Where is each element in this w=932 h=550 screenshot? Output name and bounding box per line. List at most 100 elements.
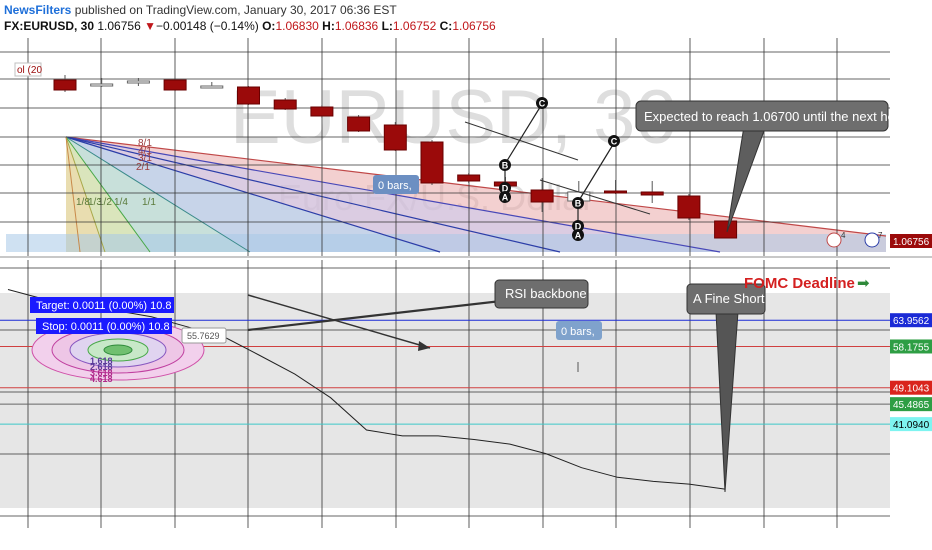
flag-count-1: 4 [841, 231, 846, 240]
fan-label: 2/1 [136, 162, 150, 173]
publish-line: NewsFilters published on TradingView.com… [4, 3, 397, 17]
grid [0, 38, 890, 528]
high-label: H: [322, 19, 335, 33]
pattern-point-label: A [575, 231, 582, 241]
price-axis-label-bg [890, 234, 932, 248]
candle-body[interactable] [310, 106, 334, 117]
watermark-symbol: EURUSD, 30 [230, 75, 678, 160]
indicator-label[interactable]: ol (20 [17, 65, 42, 76]
stop-label[interactable]: Stop: 0.0011 (0.00%) 10.8 [42, 321, 170, 333]
rsi-axis-label-bg [890, 380, 932, 395]
candle-body[interactable] [273, 99, 297, 110]
fan-labels: 8/14/13/12/1 1/1 1/21/3 1/4 1/8 [76, 138, 156, 208]
chart-header: NewsFilters published on TradingView.com… [0, 0, 932, 38]
candle-body[interactable] [383, 124, 407, 151]
rsi-axis-labels: 63.9562 58.1755 49.1043 45.4865 41.0940 [890, 313, 932, 432]
fan-label: 4/1 [138, 146, 152, 157]
rsi-axis-label-bg [890, 313, 932, 328]
pattern-point-label: C [539, 99, 546, 109]
bars-label-1[interactable]: 0 bars, [378, 180, 412, 192]
candle-body[interactable] [420, 141, 444, 184]
candle-body[interactable] [200, 85, 224, 89]
candle-body[interactable] [640, 191, 664, 196]
rsi-arrows[interactable] [247, 294, 511, 351]
target-label[interactable]: Target: 0.0011 (0.00%) 10.8 [36, 300, 172, 312]
pattern-point-label: C [611, 137, 618, 147]
pattern-point-marker [499, 191, 511, 203]
candle-body[interactable] [53, 79, 77, 91]
high-value: 1.06836 [334, 19, 379, 33]
candles[interactable] [53, 75, 738, 239]
change-value: −0.00148 (−0.14%) [156, 19, 259, 33]
candle-body[interactable] [530, 189, 554, 203]
fan-label: 8/1 [138, 138, 152, 149]
pattern-point-marker [572, 220, 584, 232]
event-flags[interactable]: 4 7 [826, 231, 883, 248]
rsi-axis-label: 63.9562 [893, 316, 930, 327]
candle-body[interactable] [237, 86, 260, 105]
pattern-point-label: A [502, 193, 509, 203]
fan-label: 1/4 [114, 197, 128, 208]
close-label: C: [439, 19, 453, 33]
rsi-axis-label-bg [890, 417, 932, 432]
fan-label: 1/3 [88, 197, 102, 208]
rsi-axis-label: 49.1043 [893, 384, 930, 395]
rsi-backbone-text: RSI backbone [505, 286, 587, 301]
low-label: L: [381, 19, 393, 33]
rsi-axis-label-bg [890, 339, 932, 354]
fib-level-label: 1.618 [90, 356, 113, 366]
candle-body[interactable] [457, 174, 481, 182]
callout-top[interactable]: Expected to reach 1.06700 until the next… [635, 100, 907, 233]
fib-level-label: 3.618 [90, 368, 113, 378]
callout-top-text: Expected to reach 1.06700 until the next… [644, 109, 907, 124]
pattern-point-label: D [502, 184, 509, 194]
low-value: 1.06752 [392, 19, 437, 33]
pattern-point-label: B [575, 199, 582, 209]
rsi-axis-label: 41.0940 [893, 420, 930, 431]
pattern-point-label: B [502, 161, 509, 171]
fomc-label[interactable]: FOMC Deadline [744, 275, 855, 292]
candle-body[interactable] [714, 220, 738, 239]
pattern-point-marker [608, 135, 620, 147]
rsi-backbone-callout[interactable]: RSI backbone [494, 279, 589, 309]
candle-body[interactable] [677, 195, 701, 219]
pattern-point-marker [536, 97, 548, 109]
rsi-axis-label-bg [890, 397, 932, 412]
rsi-axis-label: 45.4865 [893, 400, 930, 411]
fib-level-label: 2.618 [90, 362, 113, 372]
candle-body[interactable] [90, 83, 114, 87]
pattern-point-marker [499, 182, 511, 194]
bars-label-2[interactable]: 0 bars, [561, 326, 595, 338]
candle-body[interactable] [347, 116, 371, 132]
quote-line: FX:EURUSD, 30 1.06756 ▼−0.00148 (−0.14%)… [4, 19, 496, 33]
fib-level-label: 4.618 [90, 374, 113, 384]
author-link[interactable]: NewsFilters [4, 3, 72, 17]
fan-label: 1/2 [98, 197, 112, 208]
fan-label: 1/1 [142, 197, 156, 208]
fomc-arrow-icon: ➡ [857, 275, 870, 292]
open-value: 1.06830 [275, 19, 319, 33]
fan-label: 3/1 [138, 153, 152, 164]
fan-label: 1/8 [76, 197, 90, 208]
pattern-point-marker [572, 197, 584, 209]
fine-short-text: A Fine Short [693, 291, 765, 306]
close-value: 1.06756 [452, 19, 496, 33]
rsi-axis-label: 58.1755 [893, 342, 930, 353]
candle-body[interactable] [163, 79, 187, 91]
candle-body[interactable] [604, 190, 627, 194]
fine-short-callout[interactable]: A Fine Short [686, 283, 766, 493]
gann-fan[interactable] [6, 136, 887, 253]
price-axis-label: 1.06756 [893, 237, 930, 248]
fib-value: 55.7629 [187, 331, 220, 341]
fib-circles[interactable] [31, 319, 205, 381]
flag-count-2: 7 [878, 231, 883, 240]
symbol-label[interactable]: FX:EURUSD, 30 [4, 19, 95, 33]
change-arrow-icon: ▼ [144, 19, 156, 33]
last-price: 1.06756 [97, 19, 141, 33]
candle-body[interactable] [126, 80, 150, 84]
published-text: published on TradingView.com, January 30… [74, 3, 397, 17]
pattern-point-marker [572, 229, 584, 241]
